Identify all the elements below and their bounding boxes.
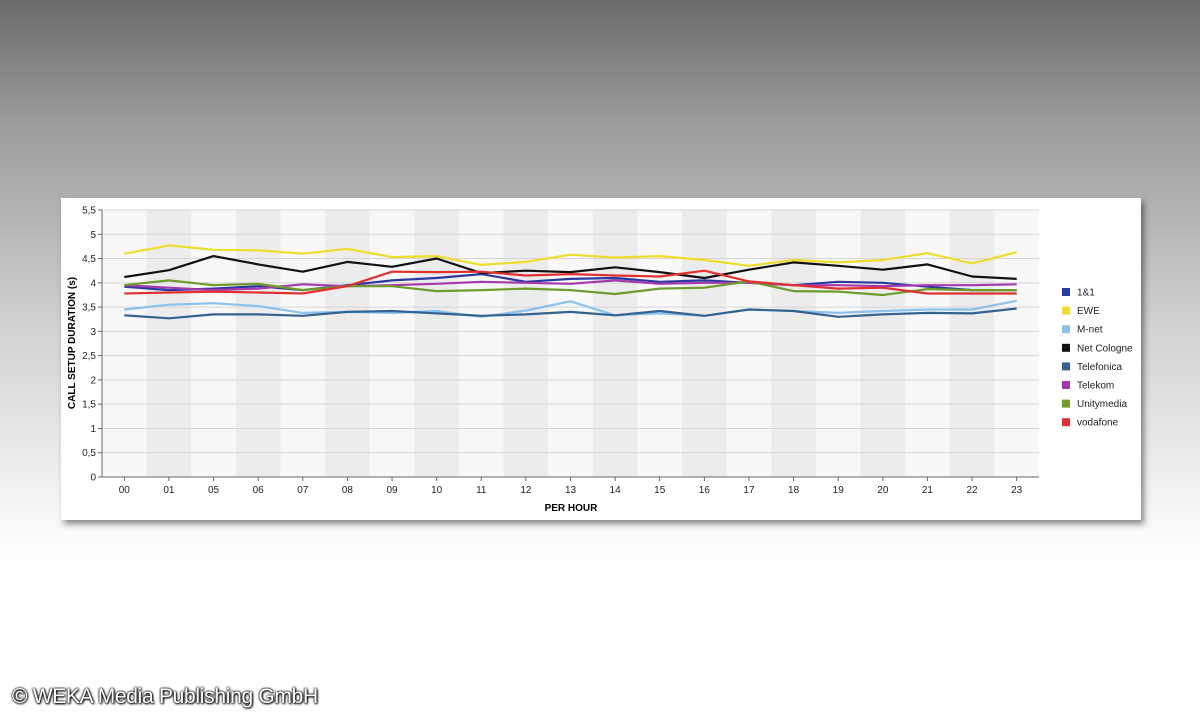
column-band <box>771 210 816 477</box>
legend-swatch <box>1062 362 1070 371</box>
x-tick-label: 01 <box>163 485 175 496</box>
x-tick-label: 00 <box>119 485 131 496</box>
copyright-text: © WEKA Media Publishing GmbH <box>12 685 318 708</box>
x-tick-label: 10 <box>431 485 443 496</box>
series-line-unitymedia <box>124 279 1017 297</box>
legend-swatch <box>1062 381 1070 389</box>
series-line-telekom <box>124 279 1017 292</box>
y-tick-label: 3,5 <box>82 303 96 314</box>
y-tick-label: 2,5 <box>82 351 96 362</box>
x-tick-label: 20 <box>877 485 889 496</box>
legend-label: EWE <box>1077 306 1100 317</box>
legend-label: vodafone <box>1077 418 1119 429</box>
series-line-vodafone <box>124 269 1017 295</box>
legend-label: M-net <box>1077 325 1103 336</box>
legend-swatch <box>1062 343 1070 352</box>
column-band <box>235 210 281 477</box>
legend-swatch <box>1062 399 1070 408</box>
series-line-m-net <box>124 299 1017 318</box>
legend-label: Telekom <box>1077 381 1114 392</box>
x-tick-label: 23 <box>1011 485 1023 496</box>
legend: 1&1 EWE M-net Net Cologne Telefonica Telekom U… <box>1062 288 1133 429</box>
column-band <box>325 210 370 477</box>
x-axis-label: PER HOUR <box>545 503 599 514</box>
legend-label: Net Cologne <box>1077 343 1133 354</box>
x-tick-label: 17 <box>743 485 755 496</box>
x-tick-label: 09 <box>386 485 398 496</box>
x-tick-label: 07 <box>297 485 309 496</box>
column-band <box>503 210 549 477</box>
x-tick-label: 19 <box>833 485 845 496</box>
legend-label: Unitymedia <box>1077 399 1127 410</box>
column-band <box>592 210 638 477</box>
column-band <box>860 210 906 477</box>
x-tick-label: 21 <box>922 485 934 496</box>
legend-swatch <box>1062 418 1070 427</box>
y-axis-label: CALL SETUP DURATION (s) <box>67 277 78 409</box>
x-tick-label: 06 <box>253 485 265 496</box>
x-tick-label: 05 <box>208 485 220 496</box>
legend-label: 1&1 <box>1077 288 1095 299</box>
line-chart: 0 0,5 1 1,5 2 2,5 3 3,5 4 4,5 5 5,5 00 01 05 06 07 08 09 1… <box>67 206 1133 515</box>
y-tick-label: 4,5 <box>82 254 96 265</box>
y-tick-label: 5 <box>90 230 96 241</box>
x-ticks: 00 01 05 06 07 08 09 10 11 12 13 14 15 16 17 18 19 20 21 22… <box>119 477 1023 496</box>
column-band <box>949 210 995 477</box>
x-tick-label: 12 <box>520 485 532 496</box>
y-tick-label: 1,5 <box>82 400 96 411</box>
legend-swatch <box>1062 288 1070 296</box>
x-tick-label: 11 <box>476 485 487 496</box>
chart-card: 0 0,5 1 1,5 2 2,5 3 3,5 4 4,5 5 5,5 00 01 05 06 07 08 09 1… <box>61 198 1141 520</box>
series-line-telefonica <box>124 307 1017 320</box>
x-tick-label: 22 <box>967 485 979 496</box>
x-tick-label: 18 <box>788 485 800 496</box>
column-band <box>146 210 192 477</box>
y-tick-label: 4 <box>90 278 96 289</box>
series-lines <box>124 244 1017 320</box>
y-tick-label: 0,5 <box>82 448 96 459</box>
y-tick-label: 3 <box>90 327 96 338</box>
y-tick-label: 5,5 <box>82 206 96 217</box>
x-tick-label: 13 <box>565 485 577 496</box>
y-tick-label: 0 <box>90 473 96 484</box>
x-tick-label: 14 <box>610 485 622 496</box>
y-tick-label: 1 <box>90 424 96 435</box>
series-line-net-cologne <box>124 254 1017 280</box>
y-tick-label: 2 <box>90 375 96 386</box>
legend-swatch <box>1062 325 1070 334</box>
series-line-ewe <box>124 244 1017 267</box>
legend-swatch <box>1062 306 1070 315</box>
y-ticks: 0 0,5 1 1,5 2 2,5 3 3,5 4 4,5 5 5,5 <box>82 206 102 484</box>
x-tick-label: 16 <box>699 485 711 496</box>
legend-label: Telefonica <box>1077 362 1122 373</box>
x-tick-label: 08 <box>342 485 354 496</box>
column-band <box>414 210 459 477</box>
column-band <box>682 210 727 477</box>
x-tick-label: 15 <box>654 485 666 496</box>
